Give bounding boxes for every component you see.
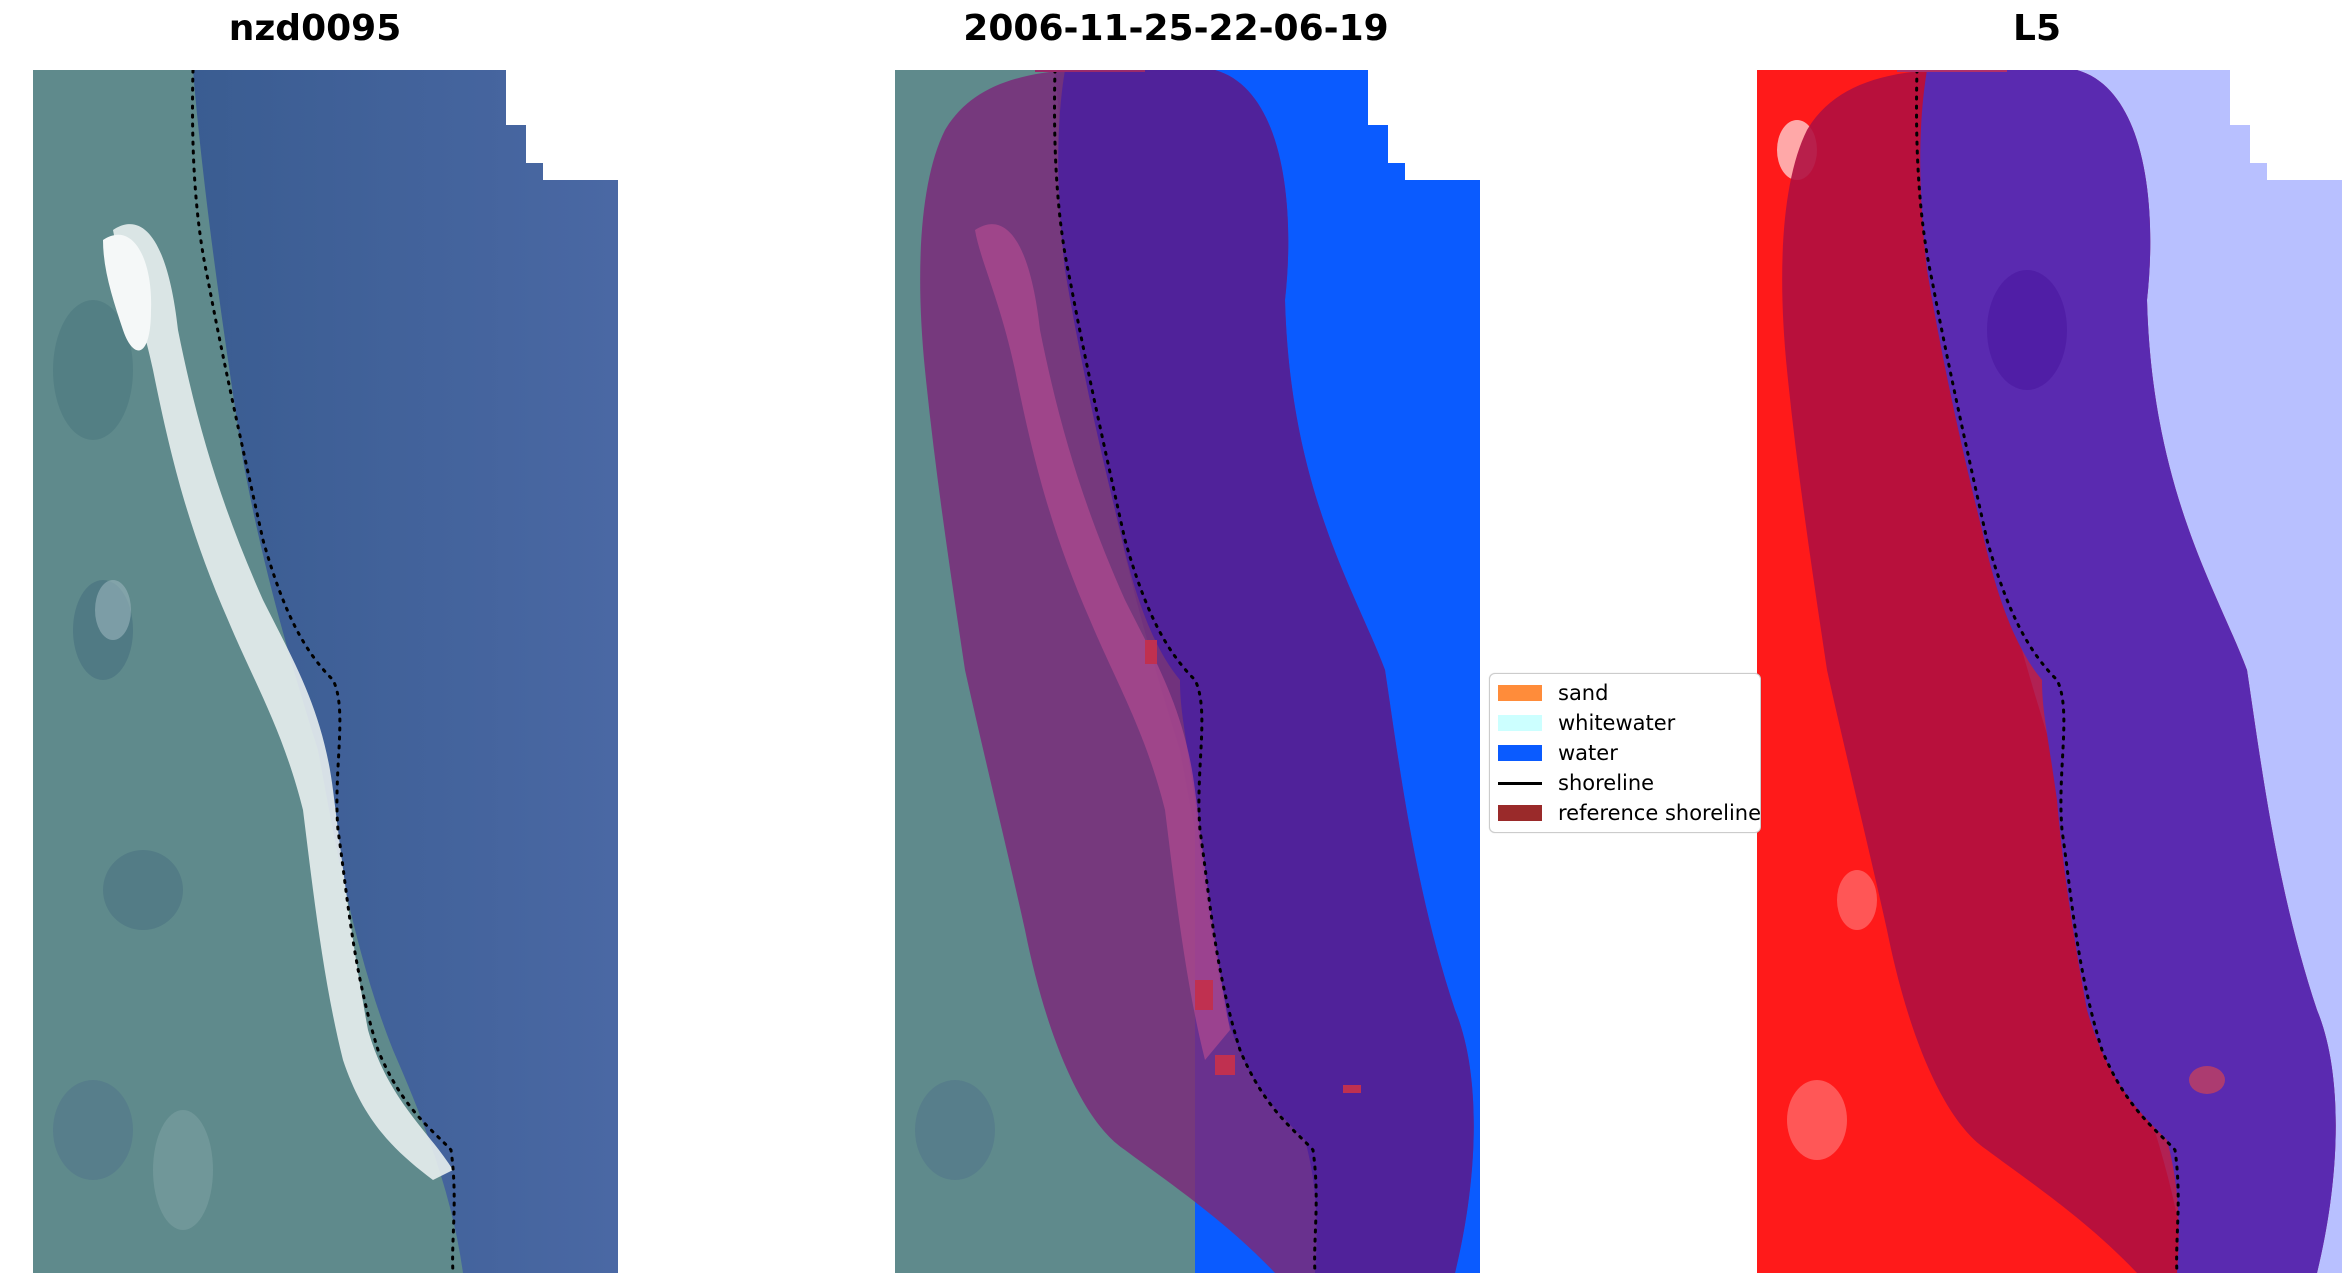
legend-item-sand: sand	[1490, 678, 1608, 708]
index-panel	[1757, 70, 2342, 1273]
legend-label: reference shoreline	[1558, 801, 1762, 825]
panel-2-title: 2006-11-25-22-06-19	[963, 8, 1389, 49]
index-image	[1757, 70, 2342, 1273]
sand-swatch	[1498, 685, 1542, 701]
water-swatch	[1498, 745, 1542, 761]
panel-1-title: nzd0095	[228, 8, 402, 49]
rgb-image	[33, 70, 618, 1273]
legend-item-shoreline: shoreline	[1490, 768, 1654, 798]
legend-label: whitewater	[1558, 711, 1676, 735]
legend-item-water: water	[1490, 738, 1618, 768]
shoreline-line	[191, 70, 456, 1273]
legend-label: water	[1558, 741, 1618, 765]
legend: sand whitewater water shoreline referenc…	[1489, 673, 1761, 833]
rgb-image-panel	[33, 70, 618, 1273]
classified-image	[895, 70, 1480, 1273]
shoreline-swatch	[1498, 781, 1542, 785]
reference-shoreline-swatch	[1498, 805, 1542, 821]
legend-label: sand	[1558, 681, 1609, 705]
legend-label: shoreline	[1558, 771, 1655, 795]
whitewater-swatch	[1498, 715, 1542, 731]
classification-panel	[895, 70, 1480, 1273]
shoreline-line	[1053, 70, 1318, 1273]
legend-item-reference-shoreline: reference shoreline	[1490, 798, 1761, 828]
legend-item-whitewater: whitewater	[1490, 708, 1675, 738]
panel-3-title: L5	[2013, 8, 2061, 49]
shoreline-line	[1915, 70, 2180, 1273]
